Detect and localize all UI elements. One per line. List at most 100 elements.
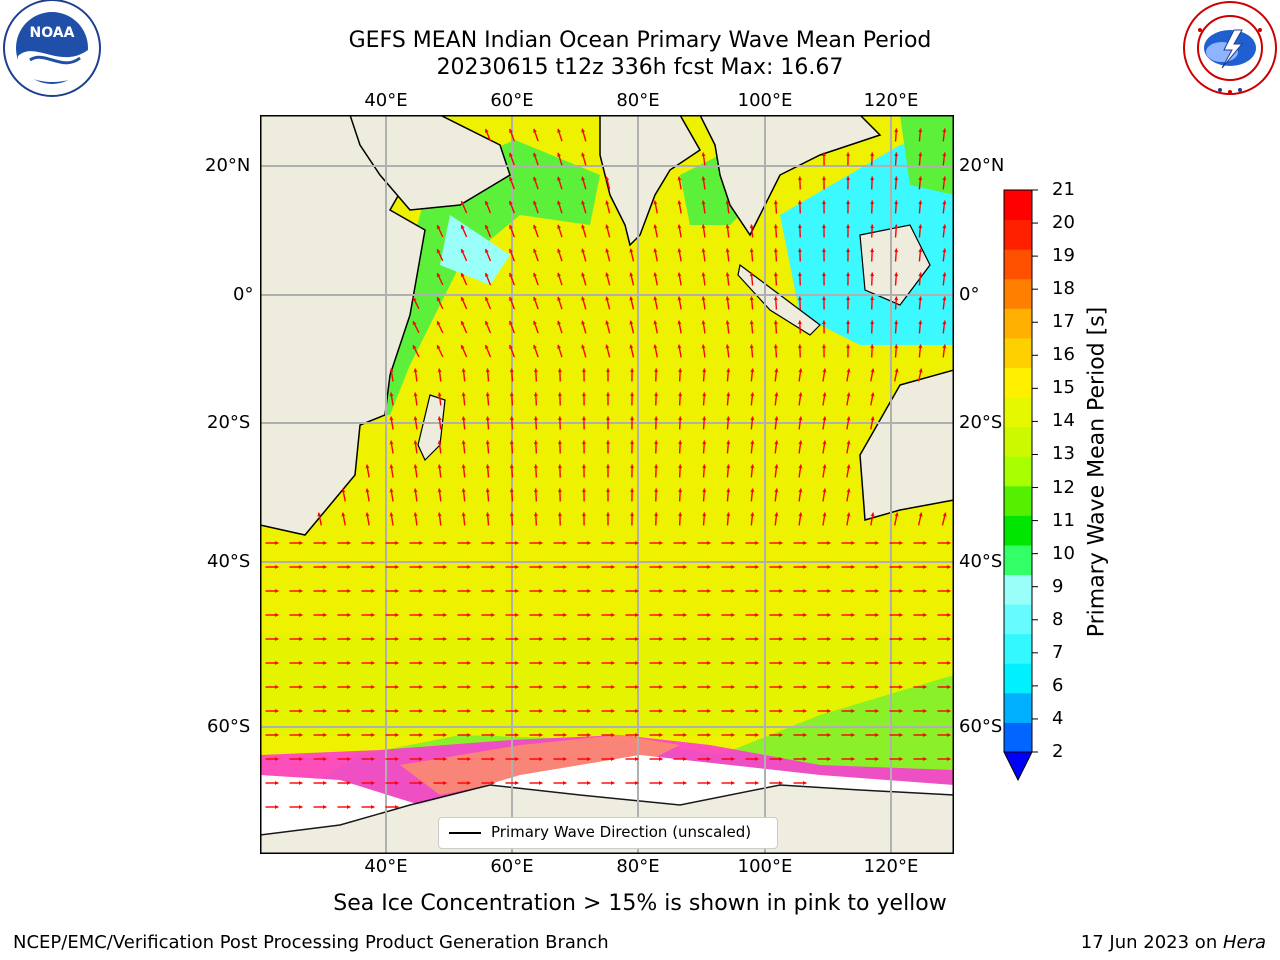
lon-tick-top: 60°E bbox=[490, 90, 534, 111]
wave-arrow-head bbox=[947, 540, 951, 546]
colorbar-segment bbox=[1004, 722, 1032, 753]
wave-arrow-head bbox=[803, 756, 807, 762]
wave-arrow-head bbox=[508, 176, 513, 181]
wave-arrow-head bbox=[899, 588, 903, 594]
wave-arrow-head bbox=[461, 440, 466, 445]
wave-arrow-head bbox=[533, 416, 538, 421]
wave-arrow-head bbox=[515, 588, 519, 594]
wave-arrow-head bbox=[918, 200, 923, 205]
wave-arrow-head bbox=[797, 320, 802, 325]
wave-arrow-head bbox=[515, 756, 519, 762]
colorbar-segment bbox=[1004, 485, 1032, 516]
wave-arrow-head bbox=[533, 488, 538, 493]
wave-arrow-head bbox=[460, 249, 465, 254]
wave-arrow-head bbox=[894, 224, 899, 229]
wave-arrow-head bbox=[509, 368, 514, 373]
wave-arrow-head bbox=[803, 636, 807, 642]
wave-arrow-head bbox=[659, 636, 663, 642]
wave-arrow-head bbox=[419, 564, 423, 570]
lon-tick-top: 40°E bbox=[364, 90, 408, 111]
wave-arrow-head bbox=[677, 344, 682, 349]
wave-arrow-head bbox=[460, 345, 465, 350]
wave-arrow-head bbox=[323, 636, 327, 642]
wave-arrow-head bbox=[773, 272, 778, 277]
wave-arrow-head bbox=[443, 540, 447, 546]
wave-arrow-head bbox=[629, 488, 635, 492]
wave-arrow-head bbox=[845, 176, 851, 180]
footer-date: 17 Jun 2023 on Hera bbox=[1081, 932, 1266, 953]
wave-arrow-head bbox=[755, 756, 759, 762]
wave-arrow-head bbox=[533, 440, 538, 445]
wave-arrow-head bbox=[875, 660, 879, 666]
colorbar-segment bbox=[1004, 367, 1032, 398]
wave-arrow-head bbox=[821, 272, 827, 276]
wave-arrow-head bbox=[779, 732, 783, 738]
wave-arrow-head bbox=[419, 540, 423, 546]
wave-arrow-head bbox=[395, 708, 399, 714]
wave-arrow-head bbox=[683, 612, 687, 618]
wave-arrow-head bbox=[923, 684, 927, 690]
wave-arrow-head bbox=[635, 684, 639, 690]
wave-arrow-head bbox=[508, 128, 513, 133]
wave-arrow-head bbox=[533, 320, 537, 325]
wave-arrow-head bbox=[436, 345, 441, 350]
colorbar-segment bbox=[1004, 633, 1032, 664]
wave-arrow-head bbox=[323, 804, 327, 810]
wave-arrow-head bbox=[413, 464, 418, 469]
wave-arrow-head bbox=[947, 612, 951, 618]
legend-label: Primary Wave Direction (unscaled) bbox=[491, 823, 752, 841]
wave-arrow-head bbox=[539, 612, 543, 618]
wave-arrow-head bbox=[395, 732, 399, 738]
wave-arrow-head bbox=[557, 440, 562, 445]
wave-arrow-head bbox=[413, 416, 418, 421]
wave-arrow-head bbox=[563, 564, 567, 570]
colorbar-tick-label: 19 bbox=[1052, 245, 1075, 267]
wave-arrow-head bbox=[755, 612, 759, 618]
wave-arrow-head bbox=[509, 512, 514, 517]
wave-arrow-head bbox=[773, 248, 778, 253]
wave-arrow-head bbox=[918, 512, 923, 517]
wave-arrow-head bbox=[773, 296, 778, 301]
wave-arrow-head bbox=[491, 756, 495, 762]
colorbar-segment bbox=[1004, 574, 1032, 605]
wave-arrow-head bbox=[299, 780, 303, 786]
colorbar-segment bbox=[1004, 190, 1032, 221]
wave-arrow-head bbox=[371, 612, 375, 618]
wave-arrow-head bbox=[827, 756, 831, 762]
wave-arrow-head bbox=[587, 588, 591, 594]
wave-arrow-head bbox=[605, 296, 610, 301]
wave-arrow-head bbox=[563, 756, 567, 762]
wave-arrow-head bbox=[875, 732, 879, 738]
wave-arrow-head bbox=[653, 272, 658, 277]
wave-arrow-head bbox=[870, 368, 875, 373]
wave-arrow-head bbox=[635, 756, 639, 762]
wave-arrow-head bbox=[803, 660, 807, 666]
wave-arrow-head bbox=[443, 612, 447, 618]
wave-arrow-head bbox=[750, 368, 755, 373]
wave-arrow-head bbox=[563, 780, 567, 786]
wave-arrow-head bbox=[437, 488, 442, 493]
wave-arrow-head bbox=[821, 224, 827, 228]
wave-arrow-head bbox=[659, 612, 663, 618]
wave-arrow-head bbox=[659, 588, 663, 594]
wave-arrow-head bbox=[539, 756, 543, 762]
wave-arrow-head bbox=[942, 512, 947, 517]
wave-arrow-head bbox=[845, 224, 851, 228]
wave-arrow-head bbox=[323, 780, 327, 786]
wave-arrow-head bbox=[365, 488, 370, 493]
wave-arrow-head bbox=[460, 321, 465, 326]
wave-arrow-head bbox=[443, 660, 447, 666]
wave-arrow-head bbox=[701, 272, 706, 277]
wave-arrow-head bbox=[899, 540, 903, 546]
wave-arrow-head bbox=[899, 732, 903, 738]
wave-arrow-head bbox=[755, 732, 759, 738]
wave-arrow-head bbox=[731, 540, 735, 546]
wave-arrow-head bbox=[870, 248, 875, 253]
wave-arrow-head bbox=[275, 564, 279, 570]
wave-arrow-head bbox=[587, 540, 591, 546]
wave-arrow-head bbox=[894, 512, 899, 517]
wave-arrow-head bbox=[827, 636, 831, 642]
wave-arrow-head bbox=[533, 296, 537, 301]
wave-arrow-head bbox=[798, 488, 803, 493]
wave-arrow-head bbox=[726, 416, 731, 421]
